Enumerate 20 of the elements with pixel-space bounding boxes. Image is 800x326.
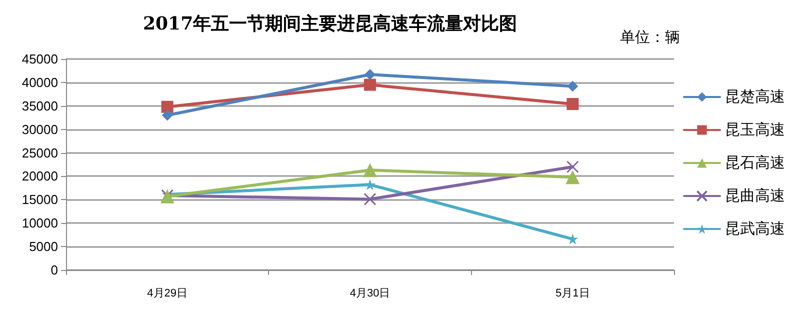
y-tick-label: 30000: [22, 122, 58, 137]
x-tick-label: 5月1日: [556, 288, 590, 300]
y-tick-label: 15000: [22, 192, 58, 208]
y-tick-label: 10000: [22, 216, 58, 231]
legend-label: 昆楚高速: [725, 88, 785, 106]
y-tick-label: 45000: [22, 52, 58, 66]
legend-label: 昆石高速: [725, 154, 785, 172]
y-tick-label: 0: [50, 262, 58, 278]
x-tick-label: 4月29日: [147, 288, 188, 300]
y-tick-label: 40000: [22, 74, 58, 90]
y-tick-label: 5000: [29, 239, 58, 254]
y-tick-label: 35000: [22, 98, 58, 114]
y-tick-label: 20000: [22, 168, 58, 184]
x-tick-label: 4月30日: [350, 288, 390, 300]
y-tick-label: 25000: [22, 145, 58, 160]
legend-label: 昆武高速: [725, 220, 785, 238]
legend-label: 昆玉高速: [725, 122, 785, 138]
chart-title: 2017年五一节期间主要进昆高速车流量对比图: [143, 14, 518, 34]
text: 单位：辆: [620, 29, 680, 46]
legend-label: 昆曲高速: [725, 188, 785, 204]
